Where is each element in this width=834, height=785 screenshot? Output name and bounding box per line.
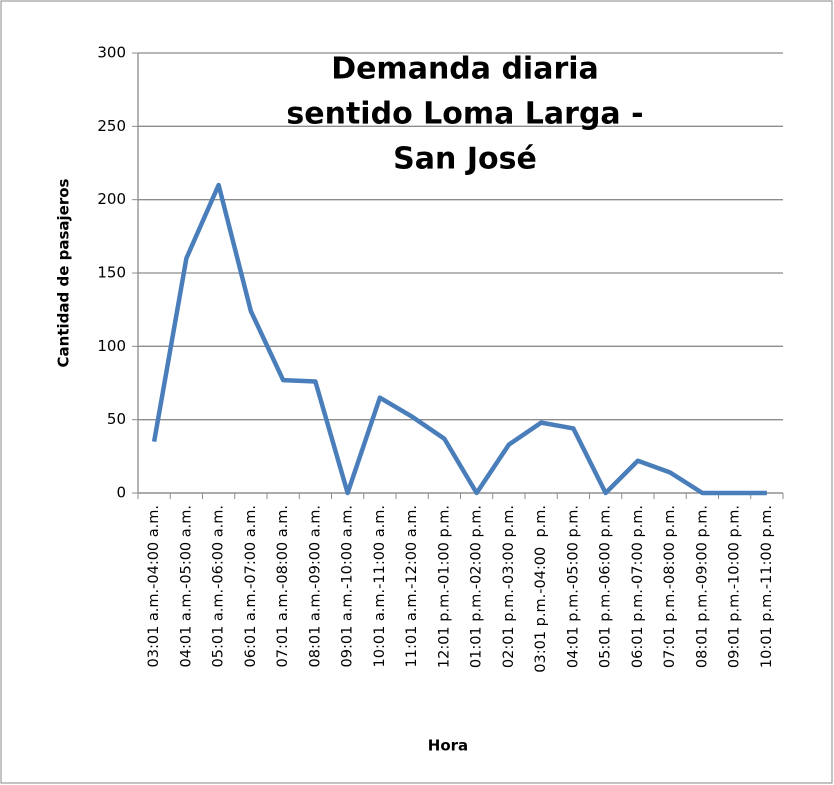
- x-tick-label: 03:01 a.m.-04:00 a.m.: [146, 505, 162, 667]
- x-tick-label: 04:01 p.m.-05:00 p.m.: [565, 505, 581, 668]
- chart-title: San José: [393, 142, 537, 177]
- x-tick-label: 01:01 p.m.-02:00 p.m.: [469, 505, 485, 668]
- y-tick-label: 50: [107, 410, 126, 428]
- x-tick-label: 07:01 a.m.-08:00 a.m.: [275, 505, 291, 667]
- y-tick-label: 200: [97, 190, 126, 208]
- x-tick-label: 06:01 p.m.-07:00 p.m.: [630, 505, 646, 668]
- x-tick-label: 06:01 a.m.-07:00 a.m.: [243, 505, 259, 667]
- x-tick-label: 09:01 p.m.-10:00 p.m.: [727, 505, 743, 668]
- x-axis-label: Hora: [428, 737, 468, 755]
- x-tick-label: 10:01 p.m.-11:00 p.m.: [759, 505, 775, 668]
- y-tick-label: 250: [97, 117, 126, 135]
- x-tick-label: 11:01 a.m.-12:00 a.m.: [404, 505, 420, 667]
- x-tick-label: 10:01 a.m.-11:00 a.m.: [372, 505, 388, 667]
- x-tick-label: 09:01 a.m.-10:00 a.m.: [340, 505, 356, 667]
- x-tick-label: 03:01 p.m.-04:00 p.m.: [533, 505, 549, 673]
- x-tick-label: 05:01 a.m.-06:00 a.m.: [211, 505, 227, 667]
- data-line: [151, 182, 767, 496]
- y-tick-label: 100: [97, 337, 126, 355]
- x-tick-label: 08:01 a.m.-09:00 a.m.: [307, 505, 323, 667]
- x-tick-label: 07:01 p.m.-08:00 p.m.: [662, 505, 678, 668]
- x-tick-label: 05:01 p.m.-06:00 p.m.: [598, 505, 614, 668]
- y-tick-label: 150: [97, 264, 126, 282]
- y-tick-label: 0: [116, 484, 126, 502]
- chart-title: Demanda diaria: [331, 52, 599, 87]
- chart-title: sentido Loma Larga -: [286, 97, 643, 132]
- x-tick-label: 08:01 p.m.-09:00 p.m.: [694, 505, 710, 668]
- x-tick-label: 12:01 p.m.-01:00 p.m.: [436, 505, 452, 668]
- y-tick-label: 300: [97, 44, 126, 62]
- y-axis-label: Cantidad de pasajeros: [55, 178, 73, 367]
- x-tick-label: 02:01 p.m.-03:00 p.m.: [501, 505, 517, 668]
- x-tick-label: 04:01 a.m.-05:00 a.m.: [178, 505, 194, 667]
